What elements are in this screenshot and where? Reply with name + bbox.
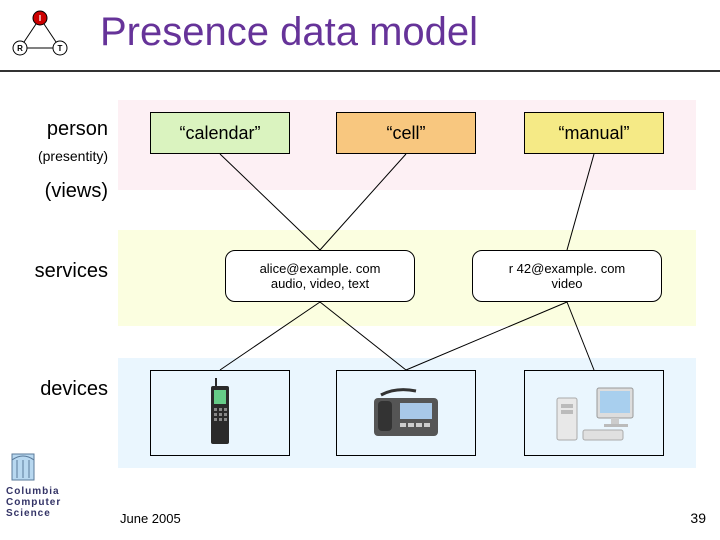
svg-text:R: R <box>17 44 23 53</box>
person-box-label: “calendar” <box>179 123 260 144</box>
desk-phone-icon <box>366 383 446 443</box>
person-box-label: “manual” <box>558 123 629 144</box>
person-box-calendar: “calendar” <box>150 112 290 154</box>
person-box-label: “cell” <box>387 123 426 144</box>
footer-page-number: 39 <box>690 510 706 526</box>
footer-date: June 2005 <box>120 511 181 526</box>
slide-title: Presence data model <box>100 10 478 55</box>
columbia-text: Science <box>6 508 86 519</box>
label-presentity: (presentity) <box>8 148 108 164</box>
service-address: alice@example. com <box>260 261 381 276</box>
service-media: audio, video, text <box>271 276 369 291</box>
label-person: person <box>8 118 108 141</box>
desktop-icon <box>549 380 639 446</box>
columbia-logo: Columbia Computer Science <box>6 450 86 519</box>
person-box-manual: “manual” <box>524 112 664 154</box>
device-box-cell <box>150 370 290 456</box>
service-box-alice: alice@example. com audio, video, text <box>225 250 415 302</box>
device-box-desktop <box>524 370 664 456</box>
label-services: services <box>8 260 108 283</box>
label-views: (views) <box>8 180 108 203</box>
svg-text:I: I <box>39 14 41 23</box>
device-box-phone <box>336 370 476 456</box>
title-divider <box>0 70 720 72</box>
service-address: r 42@example. com <box>509 261 626 276</box>
columbia-text: Columbia <box>6 486 86 497</box>
columbia-text: Computer <box>6 497 86 508</box>
label-devices: devices <box>8 378 108 401</box>
irt-logo: I R T <box>10 8 70 58</box>
service-media: video <box>551 276 582 291</box>
person-box-cell: “cell” <box>336 112 476 154</box>
svg-text:T: T <box>58 44 63 53</box>
service-box-r42: r 42@example. com video <box>472 250 662 302</box>
cell-phone-icon <box>205 378 235 448</box>
